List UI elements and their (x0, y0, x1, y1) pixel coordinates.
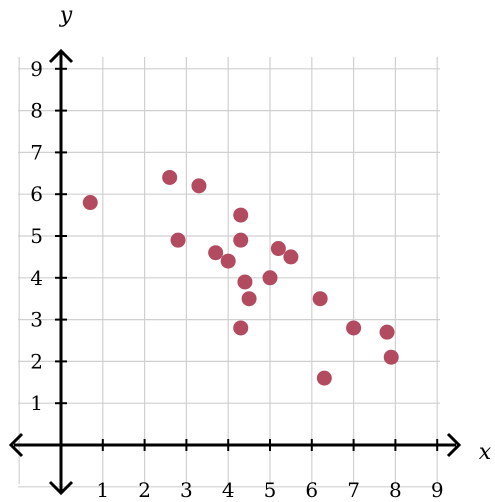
data-point (283, 249, 299, 265)
data-point (170, 232, 186, 248)
x-tick-label: 1 (96, 478, 109, 502)
data-point (191, 178, 207, 194)
x-tick-label: 3 (180, 478, 193, 502)
y-axis-down-arrow (48, 480, 74, 496)
x-axis-label: x (479, 440, 492, 465)
data-point (162, 169, 178, 185)
x-tick-label: 5 (264, 478, 277, 502)
data-point (270, 241, 286, 257)
x-tick-label: 4 (222, 478, 235, 502)
x-tick-label: 6 (305, 478, 318, 502)
y-tick-label: 5 (30, 224, 43, 248)
data-point (316, 370, 332, 386)
y-tick-label: 4 (30, 266, 43, 290)
y-axis-label: y (59, 3, 73, 28)
x-tick-label: 7 (347, 478, 360, 502)
grid (18, 57, 440, 488)
x-tick-label: 8 (389, 478, 402, 502)
y-axis-up-arrow (48, 48, 74, 64)
x-axis-right-arrow (446, 432, 462, 458)
y-tick-label: 3 (30, 308, 43, 332)
data-point (233, 320, 249, 336)
data-point (346, 320, 362, 336)
data-point (237, 274, 253, 290)
y-tick-label: 6 (30, 182, 43, 206)
data-point (220, 253, 236, 269)
data-point (379, 324, 395, 340)
y-tick-label: 8 (30, 99, 43, 123)
data-point (383, 349, 399, 365)
ticks: 1 2 3 4 5 6 7 8 9 1 2 3 4 5 6 7 8 9 (30, 57, 443, 502)
data-point (208, 245, 224, 261)
x-tick-label: 2 (138, 478, 151, 502)
data-point (241, 291, 257, 307)
data-point (233, 232, 249, 248)
y-tick-label: 9 (30, 57, 43, 81)
y-tick-label: 2 (30, 349, 43, 373)
data-points (82, 169, 399, 386)
x-axis-left-arrow (8, 432, 24, 458)
data-point (82, 195, 98, 211)
x-tick-label: 9 (431, 478, 444, 502)
axes (8, 48, 462, 496)
data-point (312, 291, 328, 307)
data-point (262, 270, 278, 286)
y-tick-label: 7 (30, 140, 43, 164)
data-point (233, 207, 249, 223)
y-tick-label: 1 (30, 391, 43, 415)
